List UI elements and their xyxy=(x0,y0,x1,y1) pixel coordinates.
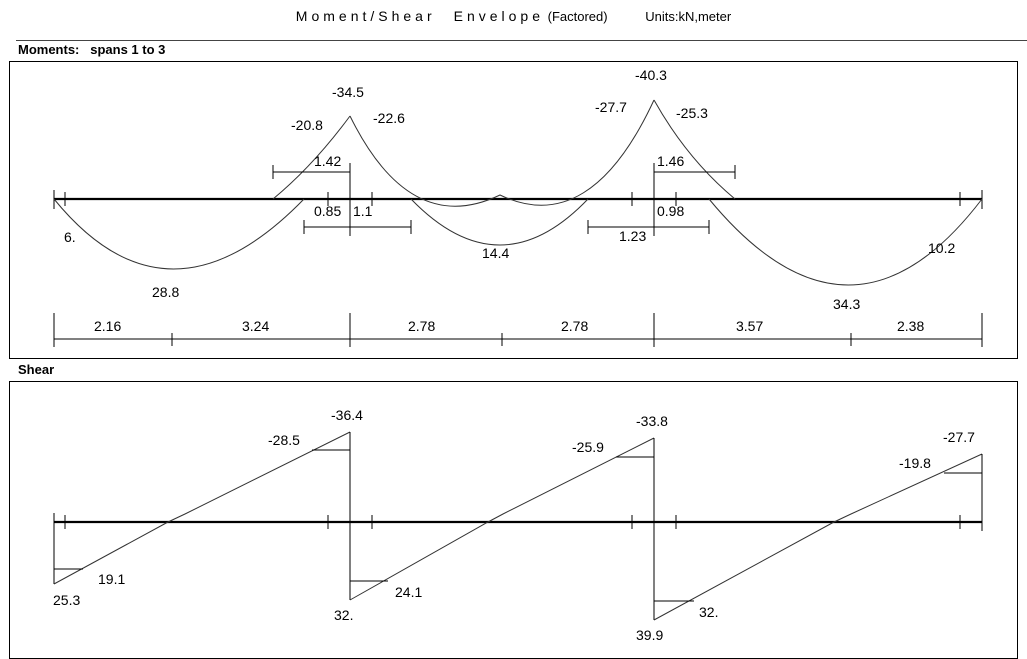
moment-right-end-label: 10.2 xyxy=(928,240,955,256)
support1-top-cutoff-label: 1.42 xyxy=(314,153,341,169)
shear-s2-right-label: -33.8 xyxy=(636,413,668,429)
dimension-label: 2.78 xyxy=(408,318,435,334)
shear-s3-right-label: -27.7 xyxy=(943,429,975,445)
shear-s3-left-label: 39.9 xyxy=(636,627,663,643)
support1-negative-moment-label: -34.5 xyxy=(332,84,364,100)
support1-right-moment-label: -22.6 xyxy=(373,110,405,126)
shear-s1-left-d-label: 19.1 xyxy=(98,571,125,587)
shear-s2-left-label: 32. xyxy=(334,607,353,623)
support1-bottom-left-cutoff-label: 0.85 xyxy=(314,203,341,219)
support2-top-cutoff-label: 1.46 xyxy=(657,153,684,169)
dimension-label: 3.24 xyxy=(242,318,269,334)
dimension-label: 2.16 xyxy=(94,318,121,334)
span1-positive-moment-label: 28.8 xyxy=(152,284,179,300)
support2-bottom-cutoff-bracket xyxy=(588,220,709,234)
shear-beam xyxy=(54,513,982,531)
support2-left-moment-label: -27.7 xyxy=(595,99,627,115)
moment-beam xyxy=(54,188,982,210)
shear-s1-right-d-label: -28.5 xyxy=(268,432,300,448)
span2-shear-envelope xyxy=(350,438,654,600)
span2-positive-moment-curve xyxy=(411,199,588,245)
shear-s3-left-d-label: 32. xyxy=(699,604,718,620)
shear-s2-right-d-label: -25.9 xyxy=(572,439,604,455)
dimension-label: 3.57 xyxy=(736,318,763,334)
moment-left-end-label: 6. xyxy=(64,229,76,245)
shear-s3-right-d-label: -19.8 xyxy=(899,455,931,471)
dimension-label: 2.38 xyxy=(897,318,924,334)
support2-right-moment-label: -25.3 xyxy=(676,105,708,121)
support1-left-moment-label: -20.8 xyxy=(291,117,323,133)
dimension-line xyxy=(54,313,982,347)
support2-negative-moment-label: -40.3 xyxy=(635,67,667,83)
support1-bottom-cutoff-bracket xyxy=(304,220,411,234)
shear-s2-left-d-label: 24.1 xyxy=(395,584,422,600)
support1-bottom-right-cutoff-label: 1.1 xyxy=(353,203,373,219)
support2-bottom-right-cutoff-label: 0.98 xyxy=(657,203,684,219)
span1-positive-moment-curve xyxy=(54,199,304,269)
shear-s1-left-label: 25.3 xyxy=(53,592,80,608)
span1-shear-envelope xyxy=(54,432,350,584)
span3-positive-moment-label: 34.3 xyxy=(833,296,860,312)
dimension-label: 2.78 xyxy=(561,318,588,334)
support2-bottom-left-cutoff-label: 1.23 xyxy=(619,228,646,244)
shear-s1-right-label: -36.4 xyxy=(331,407,363,423)
span3-shear-envelope xyxy=(654,454,982,620)
span2-positive-moment-label: 14.4 xyxy=(482,245,509,261)
